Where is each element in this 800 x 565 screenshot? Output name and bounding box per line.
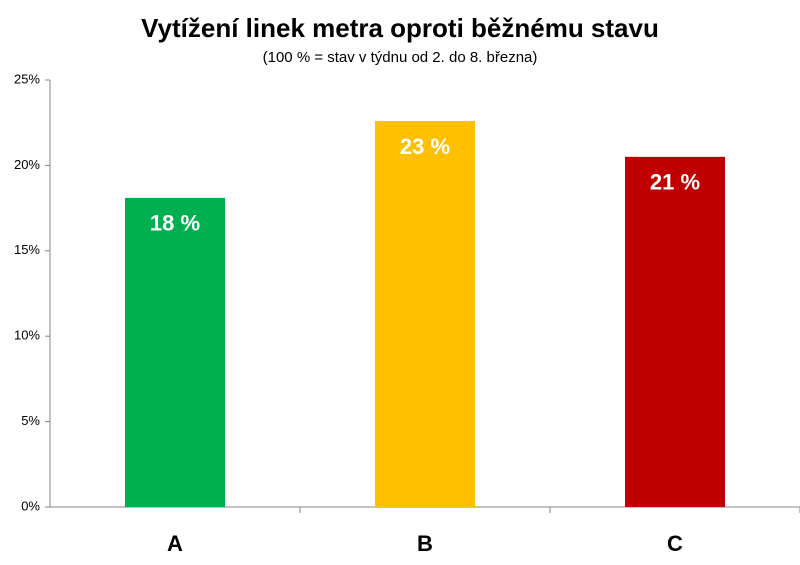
x-tick-label: C <box>667 531 683 556</box>
y-tick-label: 15% <box>14 242 40 257</box>
value-label: 21 % <box>650 170 700 195</box>
chart-title: Vytížení linek metra oproti běžnému stav… <box>141 13 659 43</box>
y-tick-label: 20% <box>14 157 40 172</box>
y-tick-label: 0% <box>21 498 40 513</box>
value-label: 23 % <box>400 134 450 159</box>
y-tick-label: 5% <box>21 413 40 428</box>
value-label: 18 % <box>150 211 200 236</box>
x-tick-label: B <box>417 531 433 556</box>
x-tick-label: A <box>167 531 183 556</box>
bar <box>375 120 475 507</box>
y-tick-label: 10% <box>14 328 40 343</box>
bar <box>125 197 225 508</box>
bar <box>625 156 725 508</box>
y-tick-label: 25% <box>14 71 40 86</box>
chart-subtitle: (100 % = stav v týdnu od 2. do 8. března… <box>263 49 538 66</box>
